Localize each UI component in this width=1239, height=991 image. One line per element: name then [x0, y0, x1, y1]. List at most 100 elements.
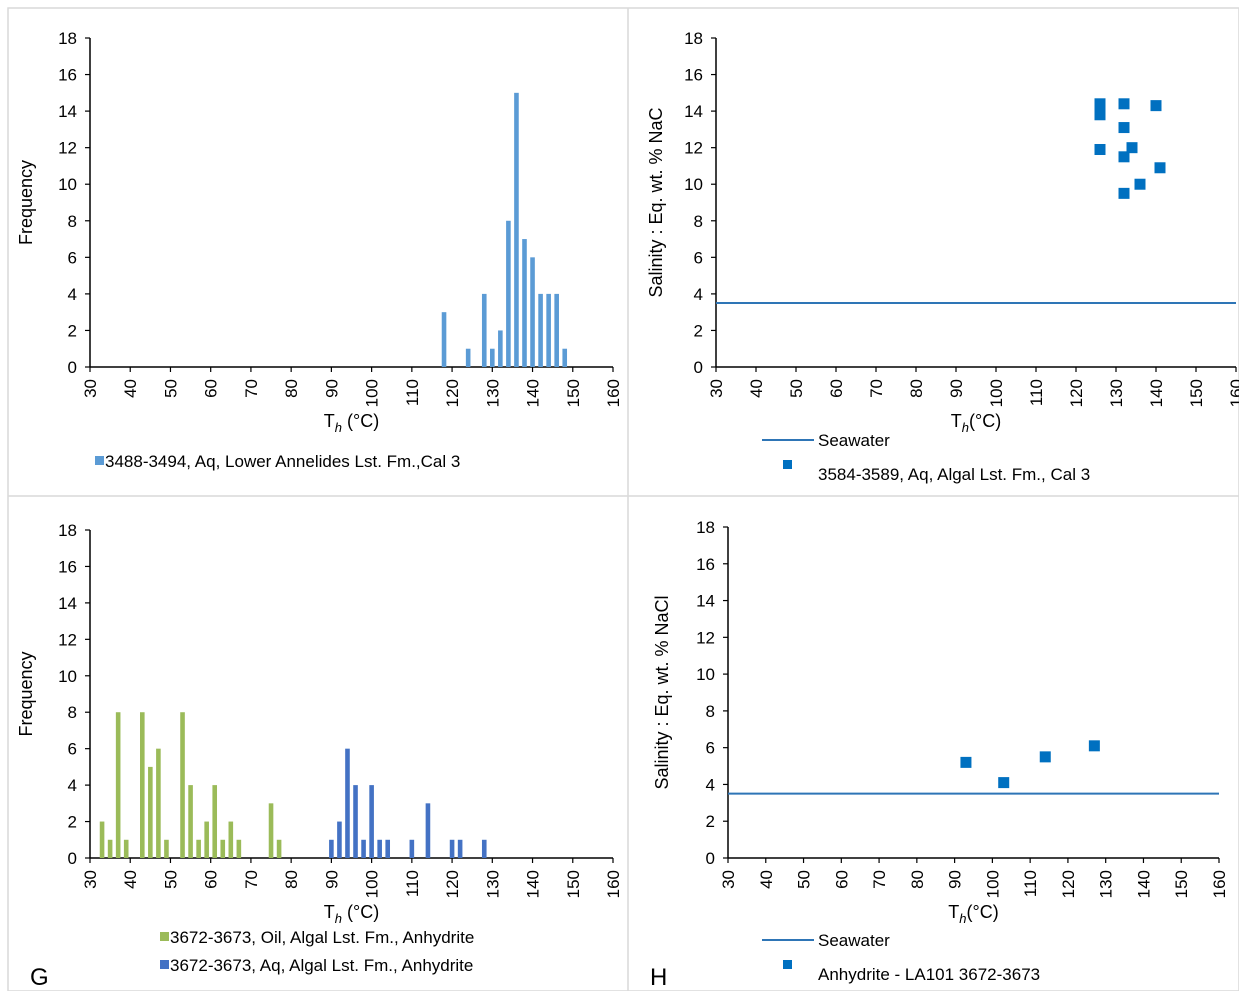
legend-swatch	[160, 960, 169, 969]
y-tick-label: 10	[58, 667, 77, 686]
y-tick-label: 0	[706, 849, 715, 868]
x-tick-label: 40	[747, 379, 766, 398]
y-tick-label: 8	[68, 703, 77, 722]
bar	[337, 821, 342, 858]
x-tick-label: 110	[1021, 870, 1040, 897]
x-tick-label: 140	[524, 379, 543, 407]
x-tick-label: 80	[282, 870, 301, 889]
scatter-point	[1094, 98, 1106, 110]
x-tick-label: 150	[1187, 379, 1206, 407]
y-tick-label: 0	[694, 358, 703, 377]
y-tick-label: 6	[68, 740, 77, 759]
y-tick-label: 10	[696, 665, 715, 684]
scatter-point	[1118, 187, 1130, 199]
bar	[498, 330, 503, 367]
x-tick-label: 100	[363, 870, 382, 898]
panel-label-g: G	[30, 964, 49, 991]
y-tick-label: 2	[68, 321, 77, 340]
x-tick-label: 30	[707, 379, 726, 398]
y-tick-label: 8	[694, 212, 703, 231]
y-tick-label: 14	[684, 102, 703, 121]
y-axis-label: Salinity : Eq. wt. % NaCl	[652, 595, 672, 789]
panel-label-h: H	[650, 964, 667, 991]
bar	[204, 821, 209, 858]
y-tick-label: 16	[58, 557, 77, 576]
bar	[196, 839, 201, 858]
y-tick-label: 6	[706, 739, 715, 758]
x-tick-label: 90	[322, 379, 341, 398]
bar	[353, 785, 358, 858]
y-tick-label: 8	[706, 702, 715, 721]
y-tick-label: 18	[58, 521, 77, 540]
x-tick-label: 150	[1172, 870, 1191, 898]
x-tick-label: 130	[1097, 870, 1116, 898]
x-tick-label: 80	[908, 870, 927, 889]
bar	[156, 748, 161, 858]
legend-label: 3672-3673, Aq, Algal Lst. Fm., Anhydrite	[170, 956, 473, 975]
bar	[212, 785, 218, 858]
x-tick-label: 60	[202, 379, 221, 398]
bar	[148, 766, 153, 858]
scatter-point	[960, 756, 972, 768]
y-tick-label: 16	[684, 66, 703, 85]
x-tick-label: 110	[403, 870, 422, 897]
scatter-point	[1118, 98, 1130, 110]
x-tick-label: 140	[1134, 870, 1153, 898]
y-axis-label: Frequency	[16, 651, 36, 736]
legend-swatch	[95, 456, 104, 465]
bar	[361, 839, 366, 858]
bar	[180, 712, 185, 858]
y-axis-label: Frequency	[16, 160, 36, 245]
x-tick-label: 160	[604, 379, 623, 407]
bar	[441, 312, 447, 367]
bar	[276, 839, 282, 858]
x-tick-label: 60	[832, 870, 851, 889]
legend-swatch	[160, 932, 169, 941]
x-axis-label: Th(°C)	[951, 411, 1001, 435]
x-tick-label: 80	[282, 379, 301, 398]
y-tick-label: 4	[706, 775, 715, 794]
x-tick-label: 30	[81, 379, 100, 398]
bar	[268, 803, 274, 858]
y-tick-label: 6	[694, 248, 703, 267]
x-tick-label: 130	[1107, 379, 1126, 407]
legend-label: Seawater	[818, 431, 890, 450]
bar	[554, 293, 559, 367]
x-tick-label: 90	[946, 870, 965, 889]
y-tick-label: 16	[696, 555, 715, 574]
bar	[115, 712, 121, 858]
bar	[107, 839, 113, 858]
x-tick-label: 160	[604, 870, 623, 898]
y-tick-label: 14	[58, 102, 77, 121]
x-axis-label: Th(°C)	[948, 902, 998, 926]
x-tick-label: 110	[1027, 379, 1046, 406]
bar	[481, 839, 487, 858]
scatter-point	[1094, 143, 1106, 155]
x-tick-label: 120	[443, 379, 462, 407]
bar	[188, 785, 193, 858]
x-tick-label: 50	[161, 379, 180, 398]
y-axis-label: Salinity : Eq. wt. % NaC	[646, 107, 666, 297]
figure-border	[7, 7, 1239, 991]
y-tick-label: 2	[68, 813, 77, 832]
bar	[236, 839, 242, 858]
y-tick-label: 2	[706, 812, 715, 831]
x-tick-label: 70	[242, 870, 261, 889]
x-tick-label: 60	[827, 379, 846, 398]
y-tick-label: 8	[68, 212, 77, 231]
legend-label: 3672-3673, Oil, Algal Lst. Fm., Anhydrit…	[170, 928, 474, 947]
y-tick-label: 4	[68, 285, 77, 304]
y-tick-label: 18	[684, 29, 703, 48]
x-axis-label: Th (°C)	[324, 902, 379, 926]
y-tick-label: 18	[696, 518, 715, 537]
x-tick-label: 90	[322, 870, 341, 889]
bar	[522, 239, 527, 367]
bar	[123, 839, 129, 858]
chart-3: 0 2 4 6 8 10 12 14 16 18 30 40 50 60 70 80 90 100 110 120 13…	[16, 521, 623, 975]
x-tick-label: 160	[1227, 379, 1239, 407]
bar	[562, 348, 568, 367]
bar	[409, 839, 415, 858]
bar	[465, 348, 471, 367]
bar	[538, 293, 543, 367]
scatter-point	[1154, 162, 1166, 174]
